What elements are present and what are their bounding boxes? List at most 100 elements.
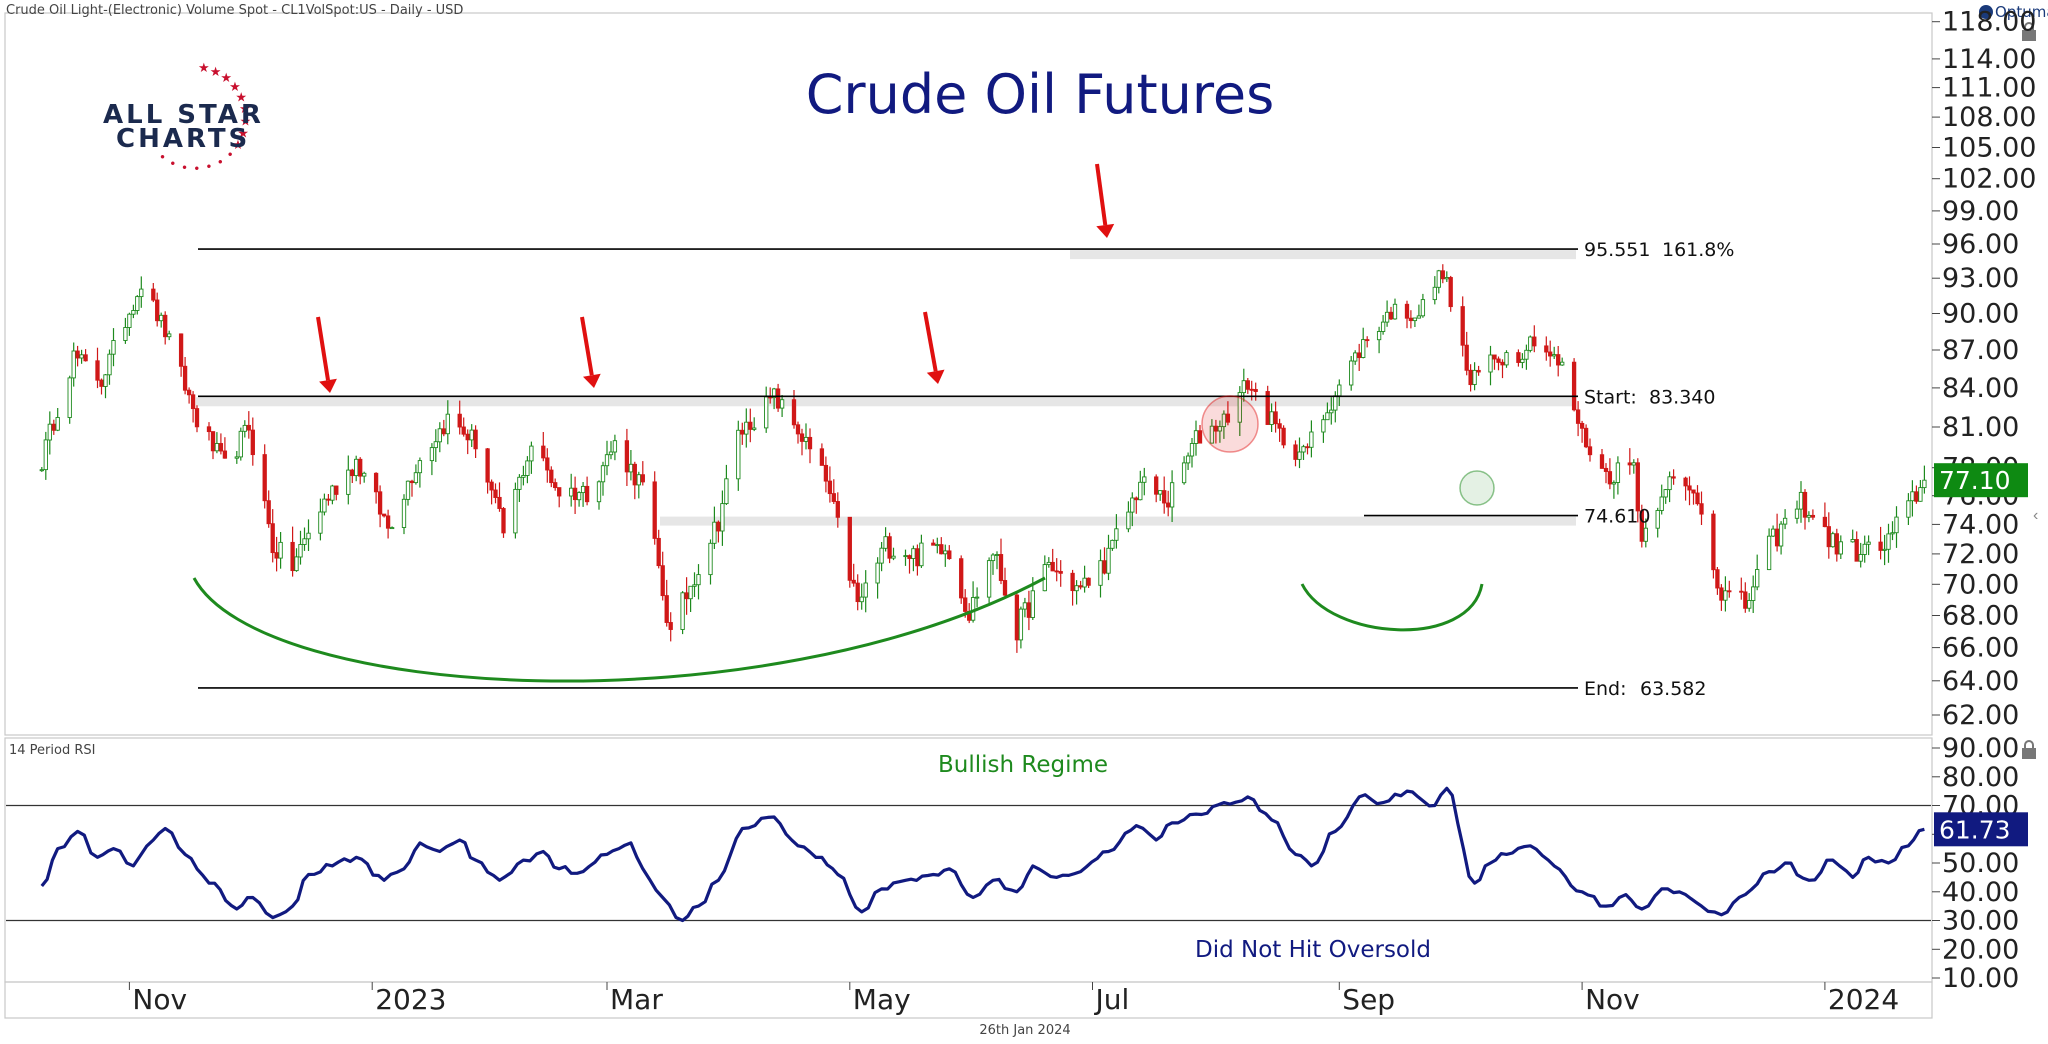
red-arrow-icon bbox=[1095, 163, 1115, 238]
red-arrow-icon bbox=[923, 311, 945, 384]
price-candle bbox=[1687, 476, 1692, 506]
price-candle bbox=[1158, 490, 1163, 501]
price-candle bbox=[83, 349, 88, 362]
price-candle bbox=[1599, 449, 1605, 469]
logo-star-icon: • bbox=[171, 156, 176, 171]
price-candle bbox=[1603, 463, 1609, 484]
level-prefix-label: End: bbox=[1584, 678, 1627, 700]
level-prefix-label: Start: bbox=[1584, 386, 1637, 408]
price-candle bbox=[1882, 534, 1887, 566]
price-candle bbox=[250, 417, 255, 466]
price-candle bbox=[1587, 438, 1593, 462]
price-candle bbox=[381, 513, 387, 518]
price-candle bbox=[513, 482, 518, 539]
price-candle bbox=[178, 333, 184, 377]
price-candle bbox=[572, 476, 578, 514]
price-candle bbox=[720, 490, 725, 546]
price-candle bbox=[429, 443, 435, 476]
price-tick-label: 111.00 bbox=[1942, 73, 2036, 104]
logo-star-icon: ★ bbox=[232, 137, 244, 152]
price-candle bbox=[75, 345, 80, 367]
chevron-left-icon[interactable]: ‹ bbox=[2033, 507, 2038, 524]
optuma-icon bbox=[1979, 5, 1993, 19]
date-axis-frame bbox=[4, 981, 1933, 1019]
price-candle bbox=[525, 456, 530, 484]
price-candle bbox=[437, 422, 442, 453]
price-candle bbox=[1380, 315, 1386, 335]
price-candle bbox=[1349, 356, 1354, 391]
price-candle bbox=[131, 304, 136, 319]
price-candle bbox=[1838, 535, 1843, 559]
logo-star-icon: • bbox=[218, 154, 223, 169]
price-tick-label: 87.00 bbox=[1942, 335, 2019, 366]
price-candle bbox=[931, 539, 936, 546]
price-candle bbox=[155, 292, 160, 327]
price-candle bbox=[1460, 296, 1465, 357]
price-tick-label: 105.00 bbox=[1942, 133, 2036, 164]
last-rsi-value: 61.73 bbox=[1939, 815, 2011, 844]
price-candle bbox=[246, 411, 251, 439]
price-candle bbox=[974, 587, 980, 608]
price-candle bbox=[1532, 325, 1537, 353]
price-candle bbox=[1309, 420, 1314, 458]
price-candle bbox=[354, 455, 359, 482]
rsi-line bbox=[40, 786, 1925, 923]
resistance-arrows bbox=[316, 163, 1115, 393]
price-candle bbox=[1607, 458, 1613, 490]
price-candle bbox=[569, 473, 574, 507]
price-candle bbox=[461, 417, 466, 437]
price-tick-label: 93.00 bbox=[1942, 263, 2019, 294]
price-candle bbox=[206, 422, 212, 441]
rsi-guides bbox=[6, 804, 1931, 922]
price-candle bbox=[103, 374, 108, 399]
price-candle bbox=[879, 542, 884, 572]
price-candle bbox=[545, 448, 550, 483]
price-candle bbox=[139, 276, 144, 308]
price-candle bbox=[1866, 535, 1871, 556]
price-candle bbox=[549, 466, 554, 488]
lock-icon[interactable] bbox=[2022, 22, 2036, 41]
price-candle bbox=[274, 536, 279, 572]
price-candle bbox=[1544, 336, 1549, 361]
price-candle bbox=[405, 480, 411, 506]
price-candle bbox=[457, 400, 462, 435]
date-tick-label: 2024 bbox=[1828, 983, 1899, 1016]
rsi-label: 14 Period RSI bbox=[9, 743, 95, 758]
price-candle bbox=[433, 429, 438, 462]
price-candle bbox=[600, 461, 606, 496]
price-candle bbox=[111, 328, 116, 367]
price-candle bbox=[51, 419, 56, 435]
price-candle bbox=[1002, 567, 1008, 599]
price-candle bbox=[827, 466, 833, 503]
price-candle bbox=[290, 526, 295, 577]
rsi-series bbox=[40, 786, 1925, 923]
price-candle bbox=[1504, 350, 1509, 368]
price-candle bbox=[1026, 590, 1032, 631]
price-tick-label: 74.00 bbox=[1942, 509, 2019, 540]
bullish-regime-annotation: Bullish Regime bbox=[938, 752, 1108, 778]
price-candle bbox=[1611, 480, 1617, 499]
price-candle bbox=[163, 311, 168, 345]
price-candle bbox=[1468, 364, 1473, 392]
lock-icon[interactable] bbox=[2022, 740, 2036, 759]
price-candle bbox=[752, 417, 757, 432]
price-candle bbox=[939, 537, 944, 555]
price-candle bbox=[489, 479, 494, 505]
price-candle bbox=[779, 395, 785, 417]
price-candle bbox=[1727, 580, 1732, 598]
price-candle bbox=[95, 347, 100, 389]
price-candle bbox=[1162, 476, 1167, 514]
price-candle bbox=[799, 428, 805, 456]
price-candle bbox=[1440, 264, 1445, 284]
date-tick-label: May bbox=[853, 983, 911, 1016]
last-price-badge bbox=[1934, 463, 2028, 498]
price-candle bbox=[716, 520, 721, 543]
price-candle bbox=[409, 479, 415, 497]
price-candle bbox=[1408, 310, 1414, 329]
price-candle bbox=[744, 408, 749, 448]
price-candle bbox=[855, 574, 860, 611]
price-candle bbox=[1862, 535, 1867, 563]
price-candle bbox=[1110, 539, 1115, 551]
logo-star-icon: • bbox=[207, 159, 212, 174]
price-candle bbox=[863, 570, 868, 613]
